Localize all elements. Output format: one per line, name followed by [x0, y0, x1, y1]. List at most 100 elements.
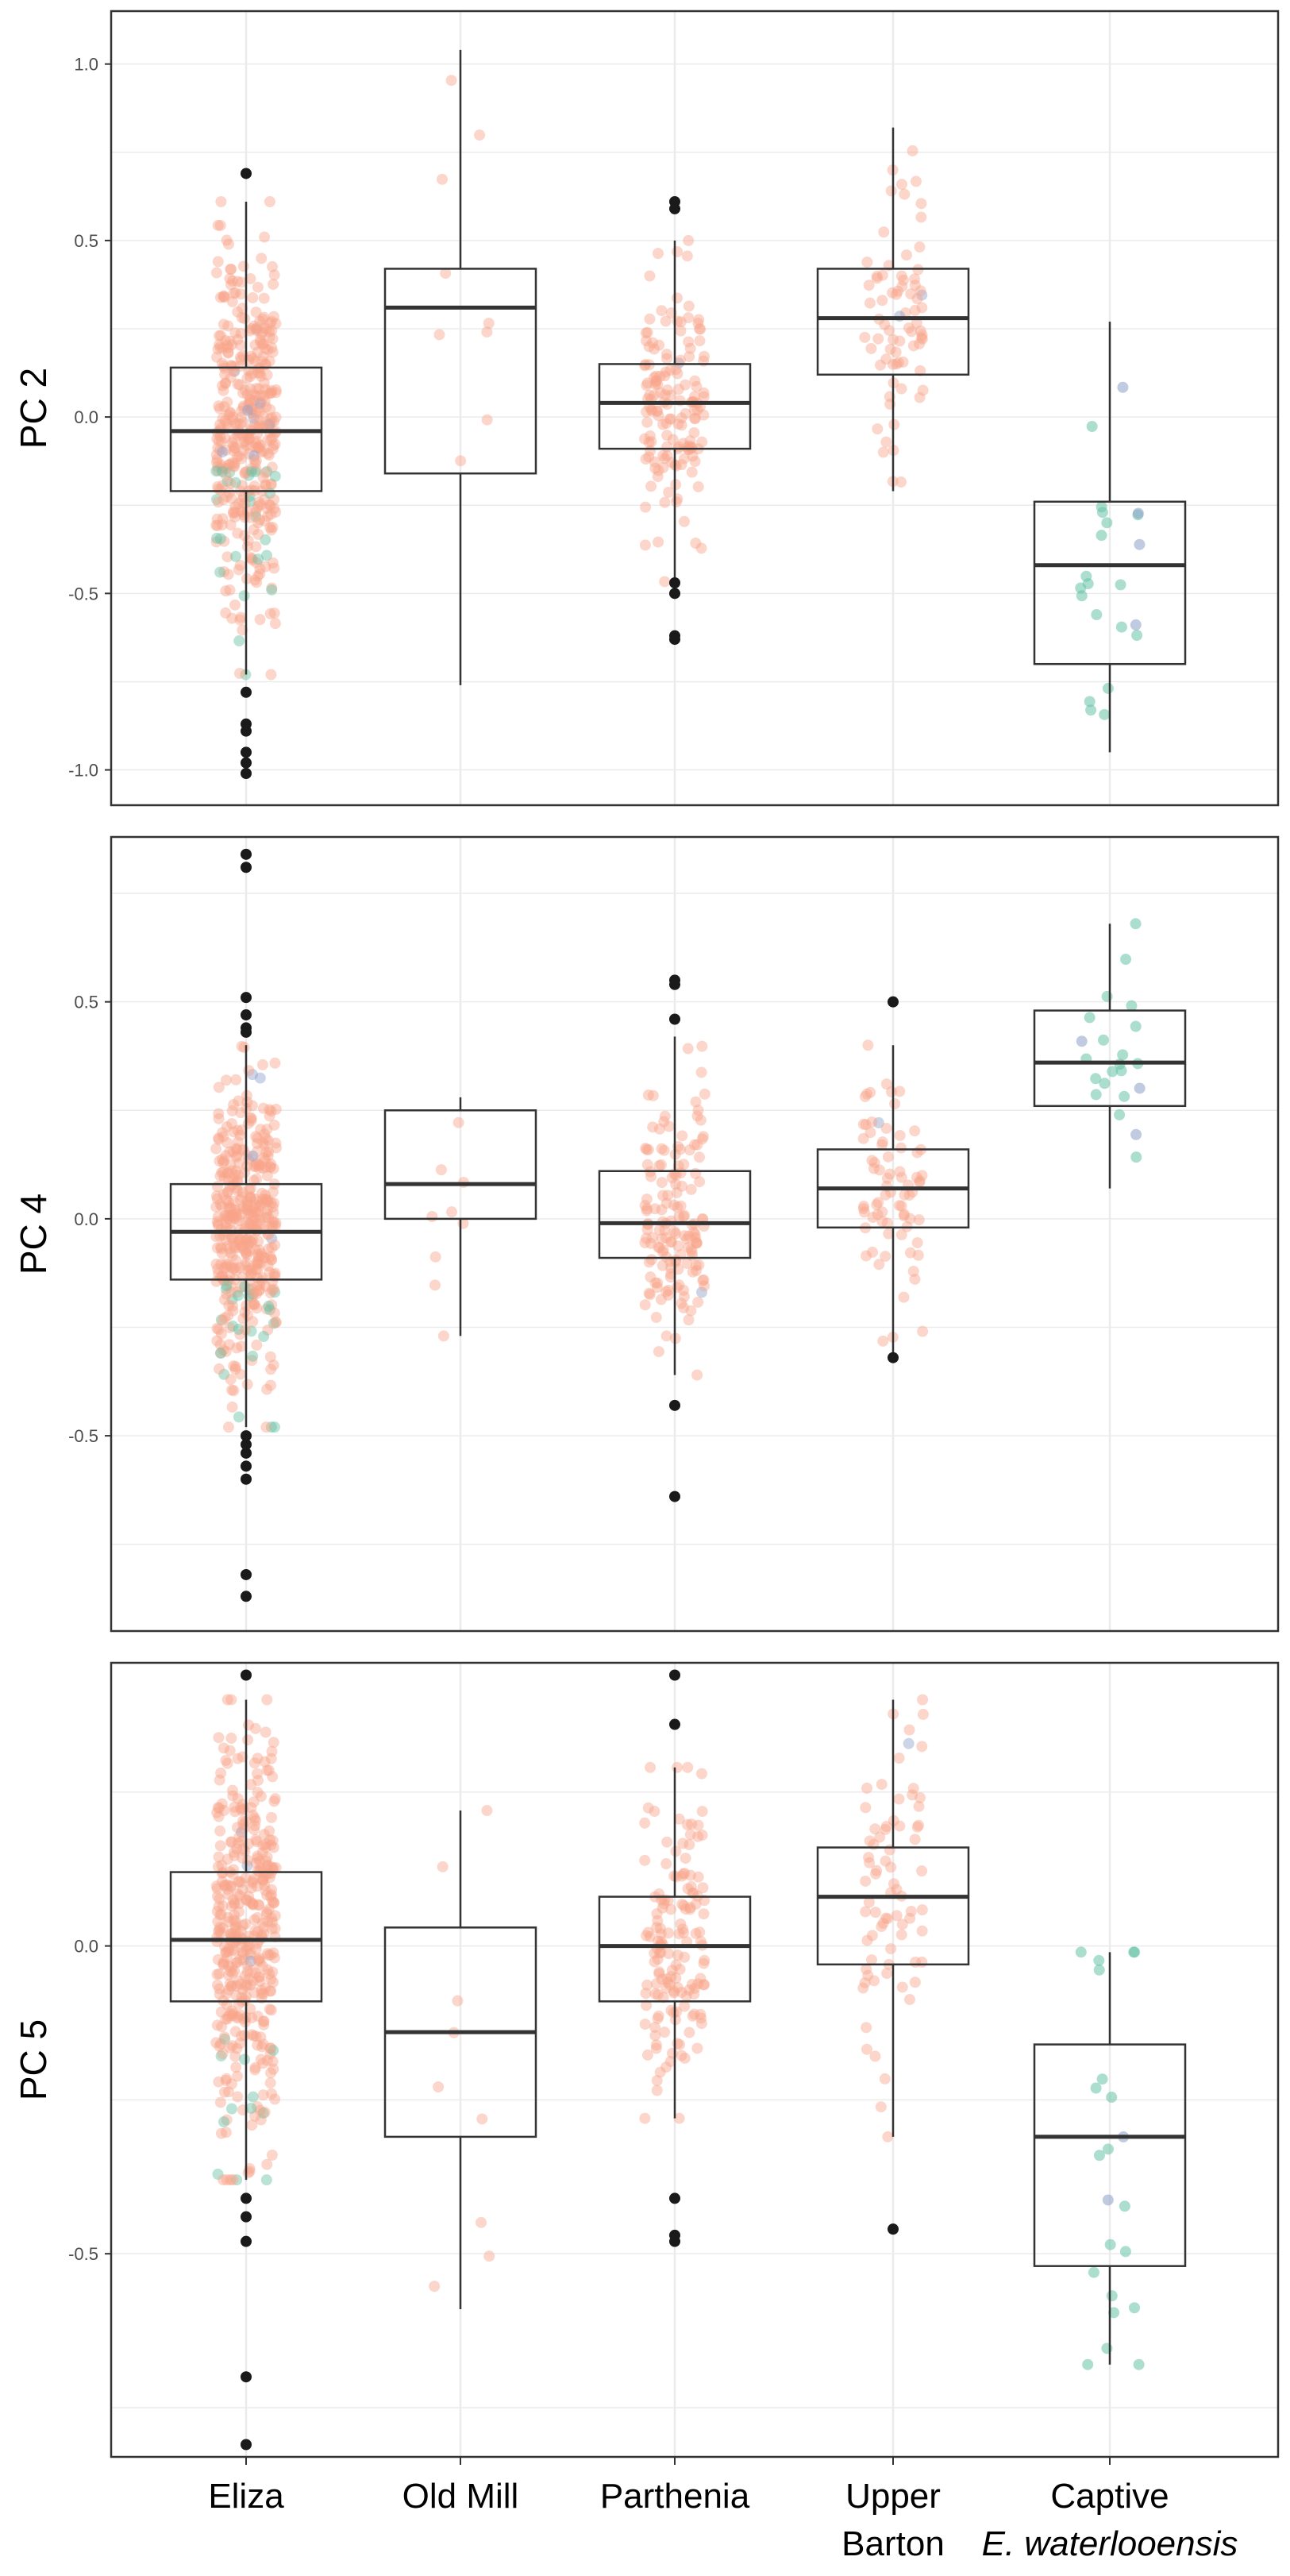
data-point: [229, 507, 241, 519]
data-point: [261, 1170, 273, 1182]
data-point: [260, 1838, 272, 1850]
data-point: [664, 1979, 676, 1991]
data-point: [895, 1228, 907, 1240]
data-point: [247, 1975, 259, 1987]
data-point: [903, 1994, 915, 2006]
data-point: [228, 1915, 240, 1926]
data-point: [227, 1790, 239, 1802]
data-point: [214, 533, 226, 545]
data-point: [696, 1806, 708, 1818]
data-point: [249, 1819, 261, 1831]
data-point: [909, 280, 921, 291]
data-point: [247, 1898, 259, 1910]
data-point: [252, 442, 264, 453]
data-point: [229, 2050, 241, 2062]
data-point: [260, 1154, 271, 1166]
data-point: [252, 1206, 264, 1218]
data-point: [228, 445, 240, 457]
data-point: [675, 354, 687, 366]
box-iqr: [383, 1109, 537, 1221]
data-point: [229, 1242, 241, 1254]
data-point: [861, 1088, 873, 1100]
data-point: [221, 462, 233, 474]
data-point: [673, 2112, 685, 2124]
data-point: [245, 463, 257, 475]
data-point: [234, 1890, 246, 1902]
data-point: [220, 469, 232, 481]
data-point: [695, 542, 707, 554]
data-point: [1096, 507, 1108, 519]
data-point: [263, 1764, 275, 1776]
data-point: [689, 375, 701, 387]
data-point: [225, 1928, 237, 1940]
data-point: [262, 1150, 274, 1162]
data-point: [256, 1218, 268, 1230]
data-point: [873, 1164, 885, 1176]
data-point: [681, 1818, 693, 1830]
data-point: [871, 270, 883, 282]
data-point: [653, 465, 664, 476]
data-point: [221, 396, 233, 408]
outlier-point: [241, 1591, 252, 1602]
data-point: [214, 291, 226, 303]
data-point: [664, 413, 676, 425]
box-4: [816, 1694, 970, 2235]
data-point: [268, 1269, 280, 1281]
data-point: [913, 1800, 925, 1812]
data-point: [917, 1325, 929, 1337]
data-point: [245, 322, 257, 334]
data-point: [227, 1321, 239, 1332]
data-point: [262, 511, 274, 523]
data-point: [684, 2026, 695, 2038]
data-point: [1090, 1089, 1102, 1101]
data-point: [222, 1916, 234, 1928]
data-point: [866, 1116, 878, 1128]
data-point: [1084, 1012, 1096, 1024]
data-point: [884, 343, 896, 355]
data-point: [218, 535, 230, 547]
data-point: [680, 1990, 692, 2002]
data-point: [661, 430, 673, 442]
data-point: [265, 388, 277, 399]
data-point: [906, 326, 918, 337]
data-point: [233, 1837, 245, 1849]
data-point: [238, 1822, 250, 1834]
data-point: [241, 1965, 253, 1977]
data-point: [227, 1944, 239, 1956]
data-point: [230, 1143, 242, 1155]
data-point: [659, 1110, 671, 1122]
data-point: [233, 498, 245, 510]
data-point: [254, 1284, 266, 1296]
data-point: [650, 1312, 662, 1324]
data-point: [916, 1925, 928, 1937]
data-point: [266, 1889, 278, 1901]
data-point: [231, 1957, 243, 1969]
data-point: [254, 405, 266, 417]
data-point: [639, 1299, 651, 1311]
data-point: [254, 1279, 266, 1291]
data-point: [262, 448, 274, 460]
data-point: [1099, 1078, 1111, 1089]
data-point: [226, 1250, 238, 1262]
data-point: [247, 1150, 259, 1162]
data-point: [653, 1346, 664, 1358]
data-point: [226, 1209, 238, 1221]
data-point: [690, 1927, 702, 1939]
data-point: [246, 1877, 258, 1889]
data-point: [224, 1322, 236, 1334]
data-point: [251, 1173, 263, 1185]
data-point: [222, 341, 234, 353]
data-point: [232, 378, 244, 390]
data-point: [247, 1350, 259, 1362]
data-point: [220, 585, 232, 597]
data-point: [213, 435, 225, 447]
data-point: [223, 1209, 235, 1221]
data-point: [269, 1910, 281, 1922]
data-point: [250, 511, 262, 523]
data-point: [236, 1835, 248, 1847]
box-5: [1033, 322, 1187, 753]
data-point: [214, 1803, 225, 1814]
data-point: [229, 599, 241, 611]
data-point: [254, 1975, 266, 1987]
data-point: [645, 1761, 657, 1773]
